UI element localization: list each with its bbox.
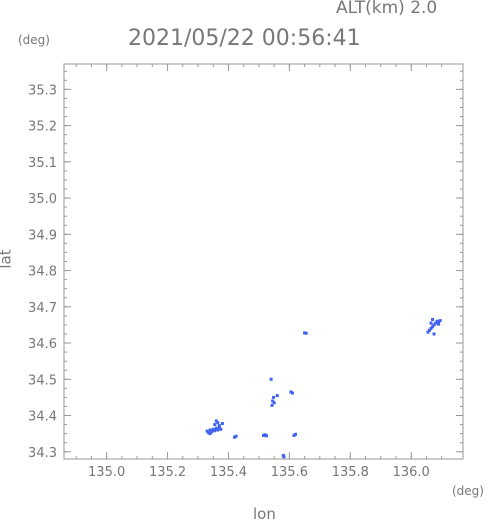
data-points xyxy=(205,317,442,459)
data-point xyxy=(434,321,438,325)
data-point xyxy=(263,433,267,437)
data-point xyxy=(211,427,215,431)
data-point xyxy=(271,399,275,403)
data-point xyxy=(270,403,274,407)
altitude-label: ALT(km) 2.0 xyxy=(336,0,438,18)
x-tick-label: 135.6 xyxy=(271,465,308,480)
y-axis-unit: (deg) xyxy=(18,33,50,47)
data-point xyxy=(429,321,433,325)
data-point xyxy=(272,395,276,399)
data-point xyxy=(214,419,218,423)
y-tick-label: 35.2 xyxy=(28,120,57,135)
data-point xyxy=(432,323,436,327)
y-tick-label: 34.4 xyxy=(28,410,57,425)
data-point xyxy=(426,330,430,334)
data-point xyxy=(303,331,307,335)
y-tick-label: 35.0 xyxy=(28,192,57,207)
data-point xyxy=(272,401,276,405)
data-point xyxy=(210,430,214,434)
data-point xyxy=(292,433,296,437)
y-tick-label: 34.9 xyxy=(28,228,57,243)
data-point xyxy=(219,427,223,431)
data-point xyxy=(207,431,211,435)
data-point xyxy=(437,322,441,326)
data-point xyxy=(208,428,212,432)
data-point xyxy=(269,377,273,381)
data-point xyxy=(427,328,431,332)
data-point xyxy=(233,435,237,439)
data-point xyxy=(429,327,433,331)
data-point xyxy=(437,320,441,324)
data-point xyxy=(213,423,217,427)
data-point xyxy=(220,421,224,425)
x-tick-label: 135.0 xyxy=(88,465,125,480)
y-tick-label: 34.8 xyxy=(28,265,57,280)
x-axis-label: lon xyxy=(253,505,276,523)
x-tick-label: 136.0 xyxy=(393,465,430,480)
x-tick-label: 135.4 xyxy=(210,465,247,480)
data-point xyxy=(265,434,269,438)
axis-ticks: 135.0 135.2 135.4 135.6 135.8 136.0 34.3 34.4 34… xyxy=(28,64,463,480)
data-point xyxy=(208,432,212,436)
y-tick-label: 35.3 xyxy=(28,83,57,98)
x-tick-label: 135.2 xyxy=(149,465,186,480)
data-point xyxy=(216,428,220,432)
timestamp-title: 2021/05/22 00:56:41 xyxy=(128,26,361,51)
y-tick-label: 34.3 xyxy=(28,446,57,461)
x-tick-label: 135.8 xyxy=(332,465,369,480)
data-point xyxy=(290,391,294,395)
data-point xyxy=(282,455,286,459)
plot-frame xyxy=(63,63,464,460)
data-point xyxy=(234,434,238,438)
x-axis-unit: (deg) xyxy=(452,484,484,498)
data-point xyxy=(205,429,209,433)
data-point xyxy=(262,433,265,437)
data-point xyxy=(304,331,308,335)
data-point xyxy=(432,332,436,336)
y-tick-label: 34.6 xyxy=(28,337,57,352)
data-point xyxy=(431,325,435,329)
data-point xyxy=(431,317,435,321)
data-point xyxy=(438,319,442,323)
data-point xyxy=(293,432,297,436)
y-tick-label: 35.1 xyxy=(28,156,57,171)
data-point xyxy=(289,390,293,394)
data-point xyxy=(217,424,221,428)
data-point xyxy=(216,421,220,425)
data-point xyxy=(214,426,218,430)
y-tick-label: 34.5 xyxy=(28,373,57,388)
data-point xyxy=(275,394,279,398)
y-tick-label: 34.7 xyxy=(28,301,57,316)
data-point xyxy=(435,319,439,323)
data-point xyxy=(213,429,217,433)
